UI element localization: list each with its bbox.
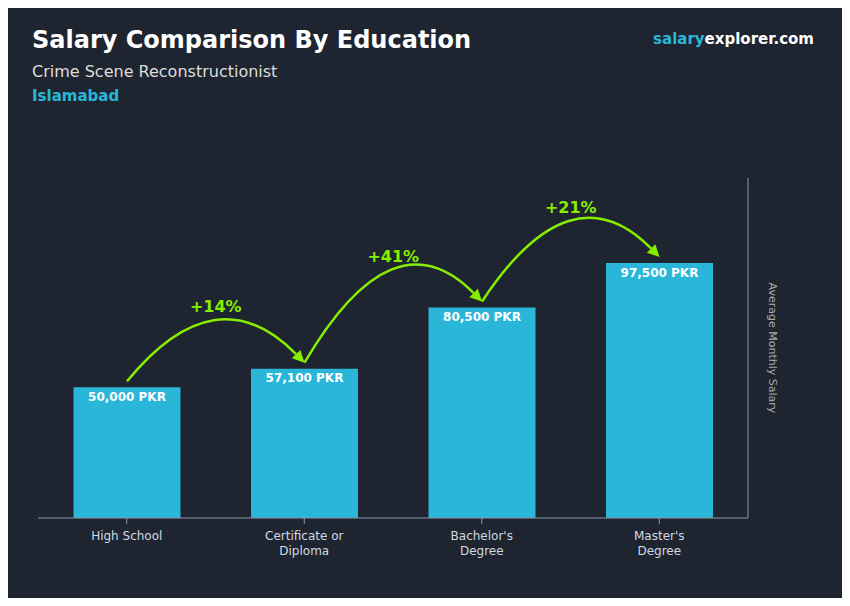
svg-text:80,500 PKR: 80,500 PKR	[443, 310, 521, 324]
html-text:Crime Scene Reconstructionist: Crime Scene Reconstructionist	[32, 62, 278, 81]
svg-text:50,000 PKR: 50,000 PKR	[88, 390, 166, 404]
svg-text:Bachelor'sDegree: Bachelor'sDegree	[451, 529, 513, 558]
svg-text:Average Monthly Salary: Average Monthly Salary	[766, 283, 779, 414]
html-text:Islamabad: Islamabad	[32, 87, 120, 105]
svg-text:97,500 PKR: 97,500 PKR	[621, 266, 699, 280]
svg-text:+14%: +14%	[190, 297, 242, 316]
svg-text:High School: High School	[91, 529, 162, 543]
svg-text:57,100 PKR: 57,100 PKR	[266, 371, 344, 385]
svg-text:Certificate orDiploma: Certificate orDiploma	[265, 529, 343, 558]
svg-text:Master'sDegree: Master'sDegree	[634, 529, 685, 558]
svg-text:+41%: +41%	[367, 247, 419, 266]
html-text:Salary Comparison By Education: Salary Comparison By Education	[32, 26, 472, 54]
html-text:salary explorer.com: salary explorer.com	[653, 30, 814, 48]
svg-text:+21%: +21%	[545, 198, 597, 217]
